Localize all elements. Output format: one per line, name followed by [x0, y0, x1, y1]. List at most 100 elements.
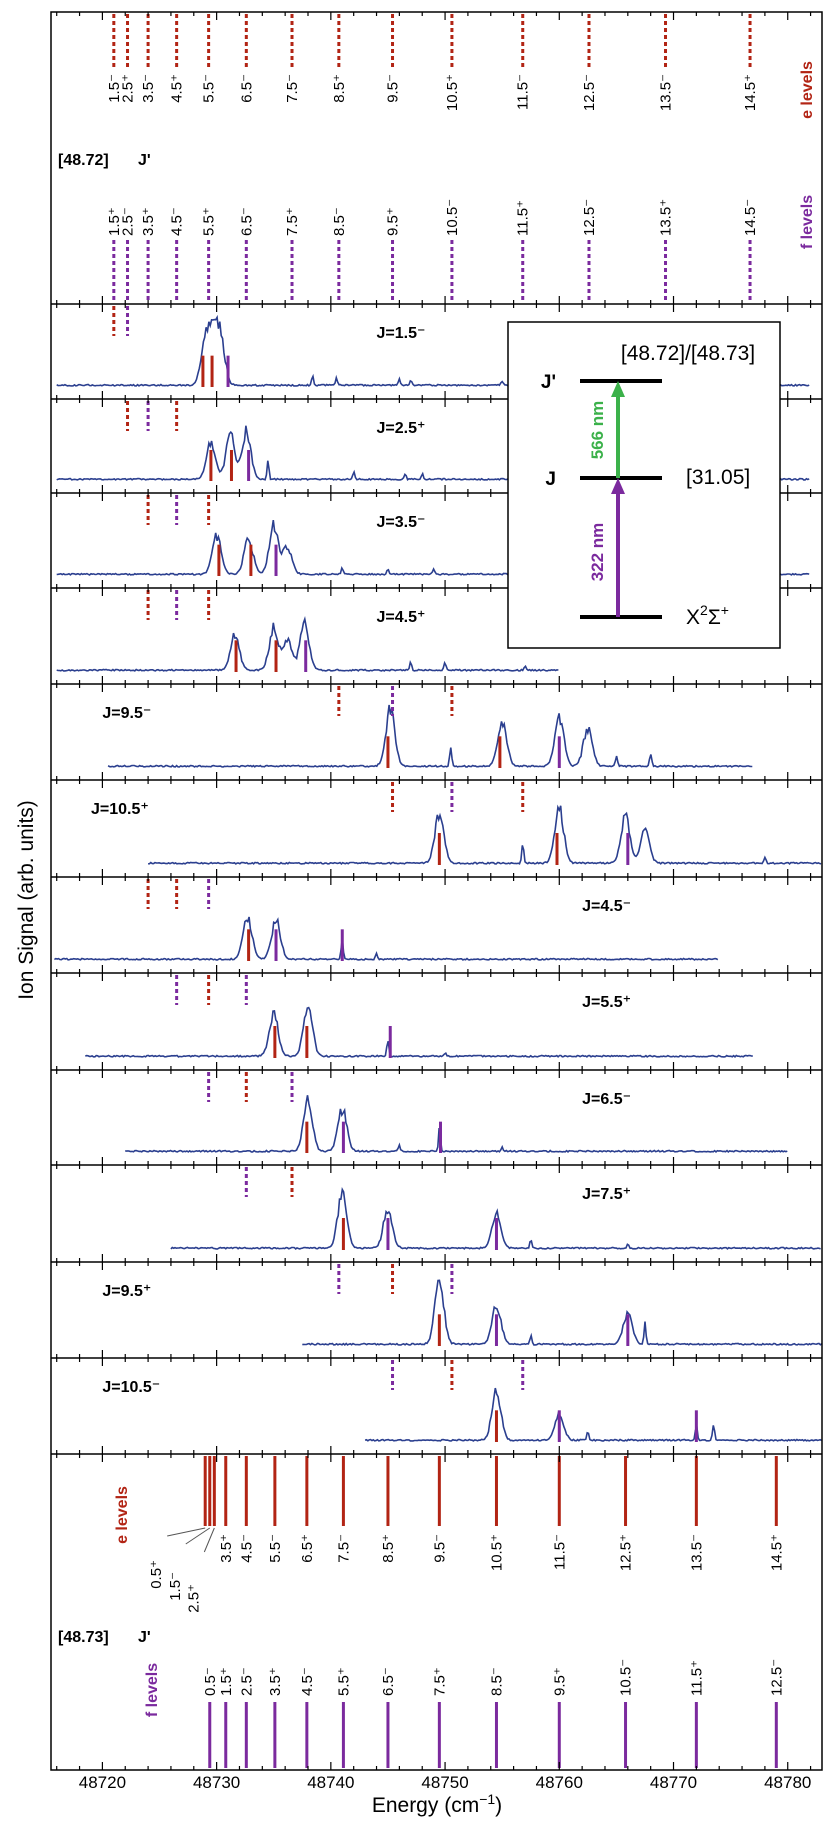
spectrum-label: J=9.5⁻ — [102, 705, 151, 722]
f-level-label: 13.5⁺ — [658, 199, 675, 236]
f-level-label: 0.5⁻ — [202, 1667, 219, 1696]
f-level-label: 1.5⁺ — [218, 1667, 235, 1696]
f-level-label: 10.5⁻ — [444, 199, 461, 236]
f-level-label: 10.5⁻ — [618, 1659, 635, 1696]
e-level-label: 2.5⁺ — [120, 74, 137, 103]
e-level-label: 6.5⁺ — [299, 1534, 316, 1563]
e-level-label: 3.5⁻ — [140, 74, 157, 103]
e-level-label: 13.5⁻ — [688, 1534, 705, 1571]
e-level-label: 14.5⁺ — [742, 74, 759, 111]
spectrum-trace — [364, 1387, 822, 1442]
e-level-label: 13.5⁻ — [658, 74, 675, 111]
spectra-panels: J=1.5⁻ J=2.5⁺ J=3.5⁻ J=4.5⁺ J=9.5⁻ J=10.5⁺ J=4… — [53, 306, 823, 1442]
e-level-label: 3.5⁺ — [218, 1534, 235, 1563]
f-level-label: 5.5⁺ — [201, 207, 218, 236]
e-level-label: 1.5⁻ — [106, 74, 123, 103]
e-level-label: 8.5⁺ — [331, 74, 348, 103]
f-level-label: 9.5⁺ — [385, 207, 402, 236]
e-level-label: 12.5⁺ — [618, 1534, 635, 1571]
spectrum-label: J=7.5⁺ — [582, 1186, 631, 1203]
e-level-label: 6.5⁻ — [238, 74, 255, 103]
bottom-f-levels-title: f levels — [144, 1663, 161, 1717]
spectrum-trace — [107, 704, 753, 768]
f-level-label: 9.5⁺ — [551, 1667, 568, 1696]
spectrum-label: J=5.5⁺ — [582, 994, 631, 1011]
e-level-label: 14.5⁺ — [768, 1534, 785, 1571]
x-tick-label: 48760 — [536, 1773, 583, 1792]
inset-box — [507, 321, 781, 649]
bottom-panel: 0.5⁺ 1.5⁻ 2.5⁺3.5⁺ 4.5⁻ 5.5⁻ 6.5⁺ 7.5⁻ 8.5⁺ 9.5⁻… — [58, 1456, 785, 1768]
e-level-label: 12.5⁻ — [581, 74, 598, 111]
f-level-label: 7.5⁺ — [431, 1667, 448, 1696]
inset-diagram: [48.72]/[48.73] J' J [31.05] X2Σ+ 322 nm… — [507, 321, 781, 649]
bottom-state-label: [48.73] — [58, 1629, 109, 1646]
spectrum-label: J=4.5⁻ — [582, 898, 631, 915]
x-tick-label: 48730 — [193, 1773, 240, 1792]
e-level-label: 11.5⁻ — [551, 1534, 568, 1570]
e-level-label: 0.5⁺ — [148, 1560, 165, 1589]
x-tick-label: 48750 — [421, 1773, 468, 1792]
spectrum-trace — [125, 1095, 788, 1153]
top-state-label: [48.72] — [58, 152, 109, 169]
spectrum-label: J=2.5⁺ — [377, 420, 426, 437]
f-level-label: 4.5⁻ — [299, 1667, 316, 1696]
top-f-levels-title: f levels — [799, 195, 816, 249]
e-level-label: 11.5⁻ — [515, 74, 532, 110]
inset-jprime-label: J' — [541, 372, 556, 393]
f-level-label: 11.5⁺ — [515, 200, 532, 236]
spectrum-label: J=3.5⁻ — [377, 514, 426, 531]
f-level-label: 4.5⁻ — [169, 207, 186, 236]
y-axis-label: Ion Signal (arb. units) — [15, 800, 38, 1000]
f-level-label: 7.5⁺ — [284, 207, 301, 236]
f-level-label: 3.5⁺ — [140, 207, 157, 236]
spectrum-label: J=4.5⁺ — [377, 609, 426, 626]
label-leader-line — [167, 1527, 206, 1537]
top-jprime-label: J' — [138, 152, 151, 169]
spectrum-label: J=9.5⁺ — [102, 1283, 151, 1300]
f-level-label: 8.5⁻ — [331, 207, 348, 236]
e-level-label: 8.5⁺ — [380, 1534, 397, 1563]
e-level-label: 9.5⁻ — [431, 1534, 448, 1563]
e-level-label: 7.5⁻ — [335, 1534, 352, 1563]
spectrum-label: J=6.5⁻ — [582, 1091, 631, 1108]
e-level-label: 4.5⁺ — [169, 74, 186, 103]
bottom-jprime-label: J' — [138, 1629, 151, 1646]
inset-purple-arrowhead — [611, 478, 625, 494]
label-leader-line — [203, 1527, 215, 1553]
x-tick-label: 48780 — [764, 1773, 811, 1792]
top-e-levels-title: e levels — [799, 61, 816, 119]
f-level-label: 2.5⁻ — [238, 1667, 255, 1696]
plot-border — [50, 11, 823, 1771]
f-level-label: 3.5⁺ — [267, 1667, 284, 1696]
f-level-label: 2.5⁻ — [120, 207, 137, 236]
spectrum-trace — [85, 1006, 753, 1059]
spectrum-label: J=1.5⁻ — [377, 325, 426, 342]
x-tick-label: 48770 — [650, 1773, 697, 1792]
inset-j-label: J — [545, 469, 556, 490]
spectrum-trace — [170, 1186, 821, 1250]
f-level-label: 12.5⁻ — [768, 1659, 785, 1696]
f-level-label: 5.5⁺ — [335, 1667, 352, 1696]
inset-green-label: 566 nm — [588, 401, 607, 460]
e-level-label: 7.5⁻ — [284, 74, 301, 103]
bottom-e-levels-title: e levels — [114, 1486, 131, 1544]
spectrum-trace — [302, 1279, 823, 1346]
inset-green-arrowhead — [611, 381, 625, 397]
f-level-label: 11.5⁺ — [688, 1660, 705, 1696]
inset-mid-state-label: [31.05] — [686, 466, 750, 489]
f-level-label: 8.5⁻ — [488, 1667, 505, 1696]
f-level-label: 6.5⁻ — [380, 1667, 397, 1696]
x-axis-label: Energy (cm−1) — [372, 1791, 502, 1817]
spectrum-label: J=10.5⁻ — [102, 1379, 160, 1396]
f-level-label: 1.5⁺ — [106, 207, 123, 236]
spectrum-trace — [56, 616, 559, 672]
e-level-label: 4.5⁻ — [238, 1534, 255, 1563]
inset-ground-label: X2Σ+ — [686, 602, 729, 629]
e-level-label: 10.5⁺ — [488, 1534, 505, 1571]
e-level-label: 5.5⁻ — [267, 1534, 284, 1563]
label-leader-line — [185, 1527, 211, 1545]
e-level-label: 5.5⁻ — [201, 74, 218, 103]
x-tick-label: 48720 — [79, 1773, 126, 1792]
spectrum-label: J=10.5⁺ — [91, 801, 149, 818]
